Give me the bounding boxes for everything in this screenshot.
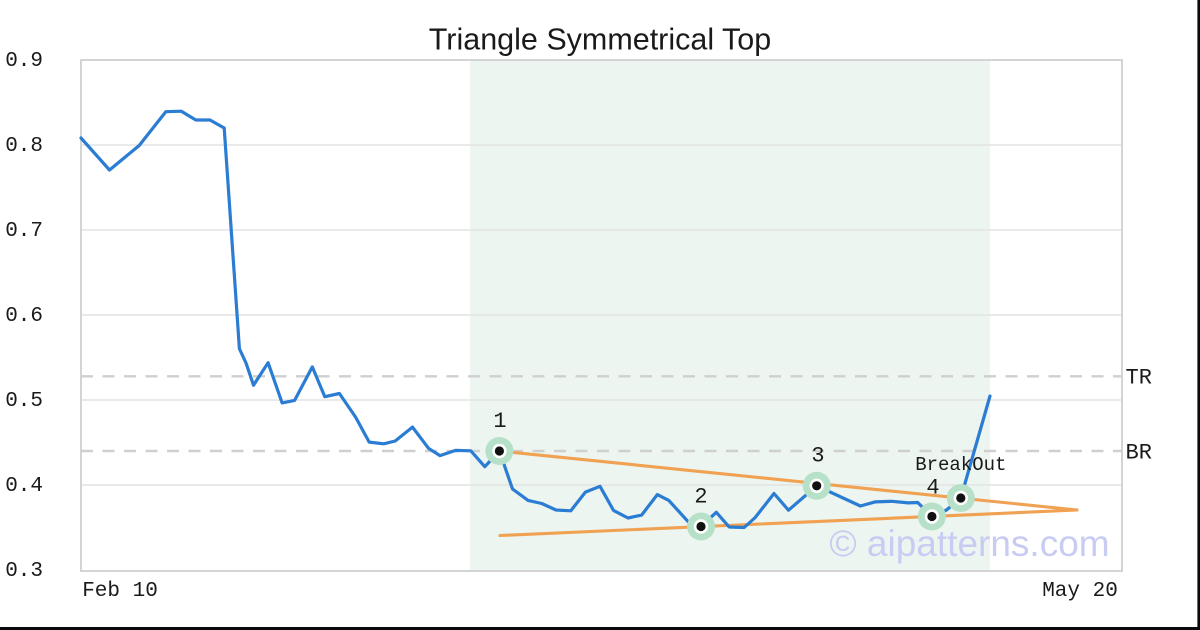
svg-text:May 20: May 20 <box>1042 580 1118 603</box>
svg-text:1: 1 <box>493 409 506 434</box>
svg-text:BR: BR <box>1126 441 1152 466</box>
svg-text:0.4: 0.4 <box>5 475 43 498</box>
svg-text:0.3: 0.3 <box>5 560 43 583</box>
svg-text:0.9: 0.9 <box>5 50 43 73</box>
svg-text:0.8: 0.8 <box>5 135 43 158</box>
svg-text:2: 2 <box>694 485 707 510</box>
svg-text:Triangle Symmetrical Top: Triangle Symmetrical Top <box>429 23 771 57</box>
svg-text:0.6: 0.6 <box>5 305 43 328</box>
svg-text:BreakOut: BreakOut <box>915 454 1006 476</box>
svg-text:TR: TR <box>1126 366 1152 391</box>
svg-text:0.7: 0.7 <box>5 220 43 243</box>
svg-text:© aipatterns.com: © aipatterns.com <box>829 523 1109 564</box>
svg-text:Feb 10: Feb 10 <box>82 580 158 603</box>
svg-text:0.5: 0.5 <box>5 390 43 413</box>
svg-text:3: 3 <box>811 444 824 469</box>
svg-text:4: 4 <box>926 476 939 501</box>
